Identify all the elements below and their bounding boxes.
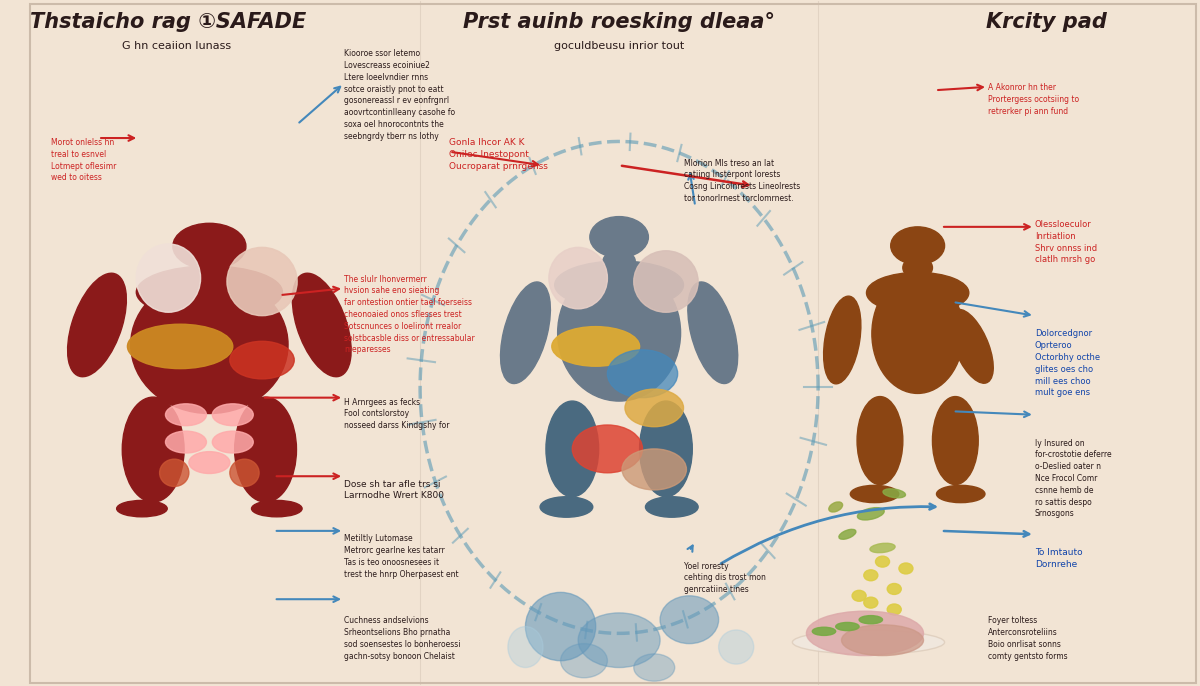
Ellipse shape xyxy=(859,615,882,624)
Ellipse shape xyxy=(634,251,698,312)
Ellipse shape xyxy=(552,327,640,366)
Ellipse shape xyxy=(604,251,635,271)
Text: G hn ceaiion lunass: G hn ceaiion lunass xyxy=(121,40,230,51)
Ellipse shape xyxy=(607,350,678,398)
Text: Olessloeculor
Inrtiatlion
Shrv onnss ind
clatlh mrsh go: Olessloeculor Inrtiatlion Shrv onnss ind… xyxy=(1034,220,1097,264)
Ellipse shape xyxy=(127,324,233,368)
Ellipse shape xyxy=(590,217,648,258)
Ellipse shape xyxy=(122,397,184,502)
Text: Krcity pad: Krcity pad xyxy=(986,12,1106,32)
Ellipse shape xyxy=(890,227,944,265)
Ellipse shape xyxy=(137,244,200,312)
Text: A Akonror hn ther
Prortergess ocotsiing to
retrerker pi ann fund: A Akonror hn ther Prortergess ocotsiing … xyxy=(988,84,1079,116)
Ellipse shape xyxy=(841,625,924,656)
Ellipse shape xyxy=(625,389,684,427)
Text: Yoel roresty
cehting dis trost mon
genrcatiine tines: Yoel roresty cehting dis trost mon genrc… xyxy=(684,562,766,594)
Ellipse shape xyxy=(540,497,593,517)
Ellipse shape xyxy=(622,449,686,490)
Ellipse shape xyxy=(829,502,842,512)
Ellipse shape xyxy=(851,486,899,503)
Ellipse shape xyxy=(864,570,878,581)
Ellipse shape xyxy=(835,622,859,630)
Ellipse shape xyxy=(190,259,229,279)
Ellipse shape xyxy=(852,591,866,601)
Text: Thstaicho rag ①SAFADE: Thstaicho rag ①SAFADE xyxy=(30,12,306,32)
Text: Iy Insured on
for-crostotie deferre
o-Deslied oater n
Nce Frocol Comr
csnne hemb: Iy Insured on for-crostotie deferre o-De… xyxy=(1034,438,1111,519)
Ellipse shape xyxy=(160,459,188,486)
Ellipse shape xyxy=(526,593,595,661)
Ellipse shape xyxy=(872,274,964,394)
Text: Kiooroe ssor letemo
Lovescreass ecoiniue2
Ltere loeelvndier rnns
sotce oraistly : Kiooroe ssor letemo Lovescreass ecoiniue… xyxy=(344,49,455,141)
Ellipse shape xyxy=(899,563,913,574)
Text: goculdbeusu inrior tout: goculdbeusu inrior tout xyxy=(554,40,684,51)
Text: Dolorcedgnor
Oprteroo
Octorbhy octhe
glites oes cho
mill ees choo
mult goe ens: Dolorcedgnor Oprteroo Octorbhy octhe gli… xyxy=(1034,329,1100,397)
Ellipse shape xyxy=(137,266,282,318)
Ellipse shape xyxy=(212,404,253,426)
Ellipse shape xyxy=(932,397,978,484)
Ellipse shape xyxy=(500,282,551,383)
Ellipse shape xyxy=(646,497,698,517)
Text: Gonla lhcor AK K
Onilec Inestopont
Oucroparat prnrgenss: Gonla lhcor AK K Onilec Inestopont Oucro… xyxy=(449,138,548,171)
Text: Foyer toltess
Anterconsroteliins
Boio onrlisat sonns
comty gentsto forms: Foyer toltess Anterconsroteliins Boio on… xyxy=(988,616,1068,661)
Ellipse shape xyxy=(230,459,259,486)
Ellipse shape xyxy=(823,296,860,384)
Text: The slulr lhonvermerr
hvsion sahe eno sieating
far ontestion ontier tael foersei: The slulr lhonvermerr hvsion sahe eno si… xyxy=(344,274,475,355)
Text: Metiltly Lutomase
Metrorc gearlne kes tatarr
Tas is teo onoosnesees it
trest the: Metiltly Lutomase Metrorc gearlne kes ta… xyxy=(344,534,458,579)
Ellipse shape xyxy=(572,425,642,473)
Ellipse shape xyxy=(936,486,985,503)
Ellipse shape xyxy=(235,397,296,502)
Ellipse shape xyxy=(660,596,719,643)
Ellipse shape xyxy=(839,530,856,539)
Ellipse shape xyxy=(792,630,944,654)
Ellipse shape xyxy=(634,654,674,681)
Ellipse shape xyxy=(688,282,738,383)
Ellipse shape xyxy=(866,272,968,314)
Ellipse shape xyxy=(640,401,692,497)
Ellipse shape xyxy=(131,276,288,414)
Ellipse shape xyxy=(870,543,895,553)
Ellipse shape xyxy=(864,597,878,608)
Text: Dose sh tar afle trs si
Larrnodhe Wrert K800: Dose sh tar afle trs si Larrnodhe Wrert … xyxy=(344,480,444,501)
Ellipse shape xyxy=(857,397,902,484)
Ellipse shape xyxy=(560,643,607,678)
Ellipse shape xyxy=(887,604,901,615)
Ellipse shape xyxy=(166,431,206,453)
Ellipse shape xyxy=(67,273,126,377)
Text: To Imtauto
Dornrehe: To Imtauto Dornrehe xyxy=(1034,548,1082,569)
Text: H Arnrgees as fecks
Fool contslorstoy
nosseed darss Kindgshy for: H Arnrgees as fecks Fool contslorstoy no… xyxy=(344,398,450,430)
Ellipse shape xyxy=(806,611,924,656)
Ellipse shape xyxy=(548,248,607,309)
Ellipse shape xyxy=(902,257,932,279)
Ellipse shape xyxy=(719,630,754,664)
Text: Cuchness andselvions
Srheontselions Bho prnatha
sod soensestes lo bonheroessi
ga: Cuchness andselvions Srheontselions Bho … xyxy=(344,616,461,661)
Ellipse shape xyxy=(293,273,352,377)
Ellipse shape xyxy=(188,451,230,473)
Ellipse shape xyxy=(812,627,835,635)
Ellipse shape xyxy=(876,556,889,567)
Ellipse shape xyxy=(887,584,901,595)
Text: Mlorion Mls treso an lat
catiing Insterpont lorests
Cosng Lincolnrests Lineolres: Mlorion Mls treso an lat catiing Insterp… xyxy=(684,158,799,203)
Ellipse shape xyxy=(883,489,906,498)
Ellipse shape xyxy=(554,261,684,309)
Ellipse shape xyxy=(858,508,884,520)
Ellipse shape xyxy=(949,309,994,383)
Ellipse shape xyxy=(166,404,206,426)
Text: Morot onlelss hn
treal to esnvel
Lotmept oflesimr
wed to oitess: Morot onlelss hn treal to esnvel Lotmept… xyxy=(52,138,116,182)
Ellipse shape xyxy=(508,626,544,667)
Ellipse shape xyxy=(230,342,294,379)
Ellipse shape xyxy=(558,264,680,401)
Ellipse shape xyxy=(252,500,302,517)
Ellipse shape xyxy=(212,431,253,453)
Text: Prst auinb roesking dleaa°: Prst auinb roesking dleaa° xyxy=(463,12,775,32)
Ellipse shape xyxy=(173,224,246,269)
Ellipse shape xyxy=(116,500,167,517)
Ellipse shape xyxy=(578,613,660,667)
Ellipse shape xyxy=(546,401,599,497)
Ellipse shape xyxy=(227,248,298,316)
